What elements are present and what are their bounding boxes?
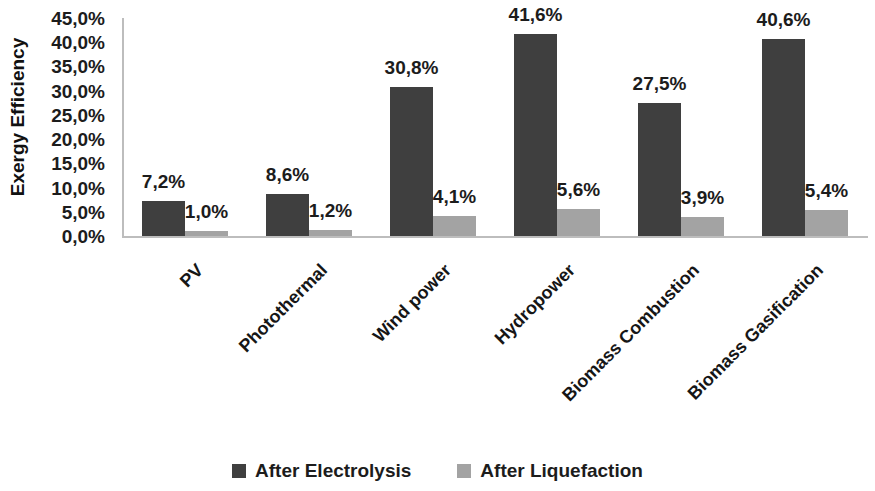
y-tick-label-0-0-: 0,0% — [15, 227, 105, 247]
x-category-label-biomass-gasification: Biomass Gasification — [684, 260, 828, 404]
value-label-after-electrolysis-hydropower: 41,6% — [489, 5, 583, 25]
value-label-after-liquefaction-pv: 1,0% — [160, 202, 254, 222]
y-tick-label-45-0-: 45,0% — [15, 9, 105, 29]
y-tick-label-30-0-: 30,0% — [15, 82, 105, 102]
x-category-label-photothermal: Photothermal — [235, 260, 332, 357]
value-label-after-electrolysis-wind-power: 30,8% — [365, 58, 459, 78]
y-tick-label-5-0-: 5,0% — [15, 203, 105, 223]
bar-after-liquefaction-wind-power — [433, 216, 476, 236]
legend-entry-after-liquefaction: After Liquefaction — [457, 460, 643, 482]
bar-after-electrolysis-biomass-gasification — [762, 39, 805, 236]
value-label-after-electrolysis-biomass-combustion: 27,5% — [613, 74, 707, 94]
x-category-label-pv: PV — [176, 260, 208, 292]
exergy-efficiency-bar-chart: Exergy Efficiency 0,0%5,0%10,0%15,0%20,0… — [0, 0, 875, 491]
value-label-after-electrolysis-pv: 7,2% — [117, 172, 211, 192]
bar-after-liquefaction-hydropower — [557, 209, 600, 236]
value-label-after-liquefaction-wind-power: 4,1% — [408, 187, 502, 207]
value-label-after-liquefaction-biomass-gasification: 5,4% — [780, 181, 874, 201]
bar-after-liquefaction-biomass-gasification — [805, 210, 848, 236]
bar-after-liquefaction-pv — [185, 231, 228, 236]
bar-after-electrolysis-wind-power — [390, 87, 433, 236]
x-category-label-wind-power: Wind power — [369, 260, 456, 347]
x-category-label-hydropower: Hydropower — [491, 260, 580, 349]
value-label-after-electrolysis-photothermal: 8,6% — [241, 165, 335, 185]
bar-after-electrolysis-hydropower — [514, 34, 557, 236]
y-tick-label-15-0-: 15,0% — [15, 154, 105, 174]
legend-swatch-icon-after-electrolysis — [232, 464, 246, 478]
bar-after-liquefaction-photothermal — [309, 230, 352, 236]
y-tick-label-40-0-: 40,0% — [15, 33, 105, 53]
value-label-after-electrolysis-biomass-gasification: 40,6% — [737, 10, 831, 30]
legend: After Electrolysis After Liquefaction — [0, 460, 875, 482]
x-category-label-biomass-combustion: Biomass Combustion — [558, 260, 704, 406]
y-tick-label-20-0-: 20,0% — [15, 130, 105, 150]
y-axis-line — [122, 18, 124, 238]
bar-after-liquefaction-biomass-combustion — [681, 217, 724, 236]
bar-after-electrolysis-biomass-combustion — [638, 103, 681, 236]
legend-entry-after-electrolysis: After Electrolysis — [232, 460, 411, 482]
legend-swatch-icon-after-liquefaction — [457, 464, 471, 478]
y-tick-label-35-0-: 35,0% — [15, 57, 105, 77]
y-tick-label-25-0-: 25,0% — [15, 106, 105, 126]
y-tick-label-10-0-: 10,0% — [15, 179, 105, 199]
value-label-after-liquefaction-biomass-combustion: 3,9% — [656, 188, 750, 208]
value-label-after-liquefaction-hydropower: 5,6% — [532, 180, 626, 200]
value-label-after-liquefaction-photothermal: 1,2% — [284, 201, 378, 221]
legend-label-after-liquefaction: After Liquefaction — [480, 460, 643, 482]
legend-label-after-electrolysis: After Electrolysis — [255, 460, 411, 482]
x-axis-line — [122, 236, 868, 238]
